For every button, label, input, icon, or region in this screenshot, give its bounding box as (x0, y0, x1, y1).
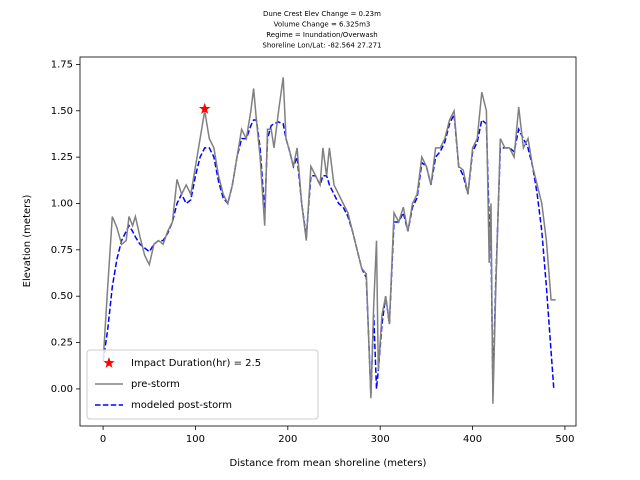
x-tick-label: 100 (186, 434, 205, 445)
y-tick-label: 0.75 (51, 245, 73, 256)
x-tick-label: 200 (278, 434, 297, 445)
legend-label: modeled post-storm (131, 400, 232, 411)
y-tick-label: 1.75 (51, 59, 73, 70)
data-line (102, 77, 556, 404)
y-tick-label: 0.50 (51, 291, 73, 302)
legend-marker (103, 357, 115, 368)
y-tick-label: 1.00 (51, 198, 73, 209)
y-tick-label: 1.50 (51, 106, 73, 117)
chart-title: Volume Change = 6.325m3 (274, 21, 371, 29)
legend-label: Impact Duration(hr) = 2.5 (131, 358, 261, 369)
data-line (102, 111, 555, 395)
x-tick-label: 0 (100, 434, 106, 445)
plot-area (102, 77, 556, 404)
x-tick-label: 400 (463, 434, 482, 445)
chart-title: Dune Crest Elev Change = 0.23m (263, 10, 381, 18)
chart-title: Regime = Inundation/Overwash (266, 31, 378, 39)
x-tick-label: 500 (555, 434, 574, 445)
x-axis-label: Distance from mean shoreline (meters) (230, 458, 427, 469)
chart-title: Shoreline Lon/Lat: -82.564 27.271 (262, 42, 381, 50)
legend-label: pre-storm (131, 379, 180, 390)
data-marker (198, 102, 211, 114)
y-tick-label: 0.25 (51, 338, 73, 349)
y-tick-label: 1.25 (51, 152, 73, 163)
y-tick-label: 0.00 (51, 384, 73, 395)
y-axis-label: Elevation (meters) (22, 195, 33, 288)
x-tick-label: 300 (371, 434, 390, 445)
plot-frame (79, 56, 577, 427)
legend-box (86, 349, 319, 420)
